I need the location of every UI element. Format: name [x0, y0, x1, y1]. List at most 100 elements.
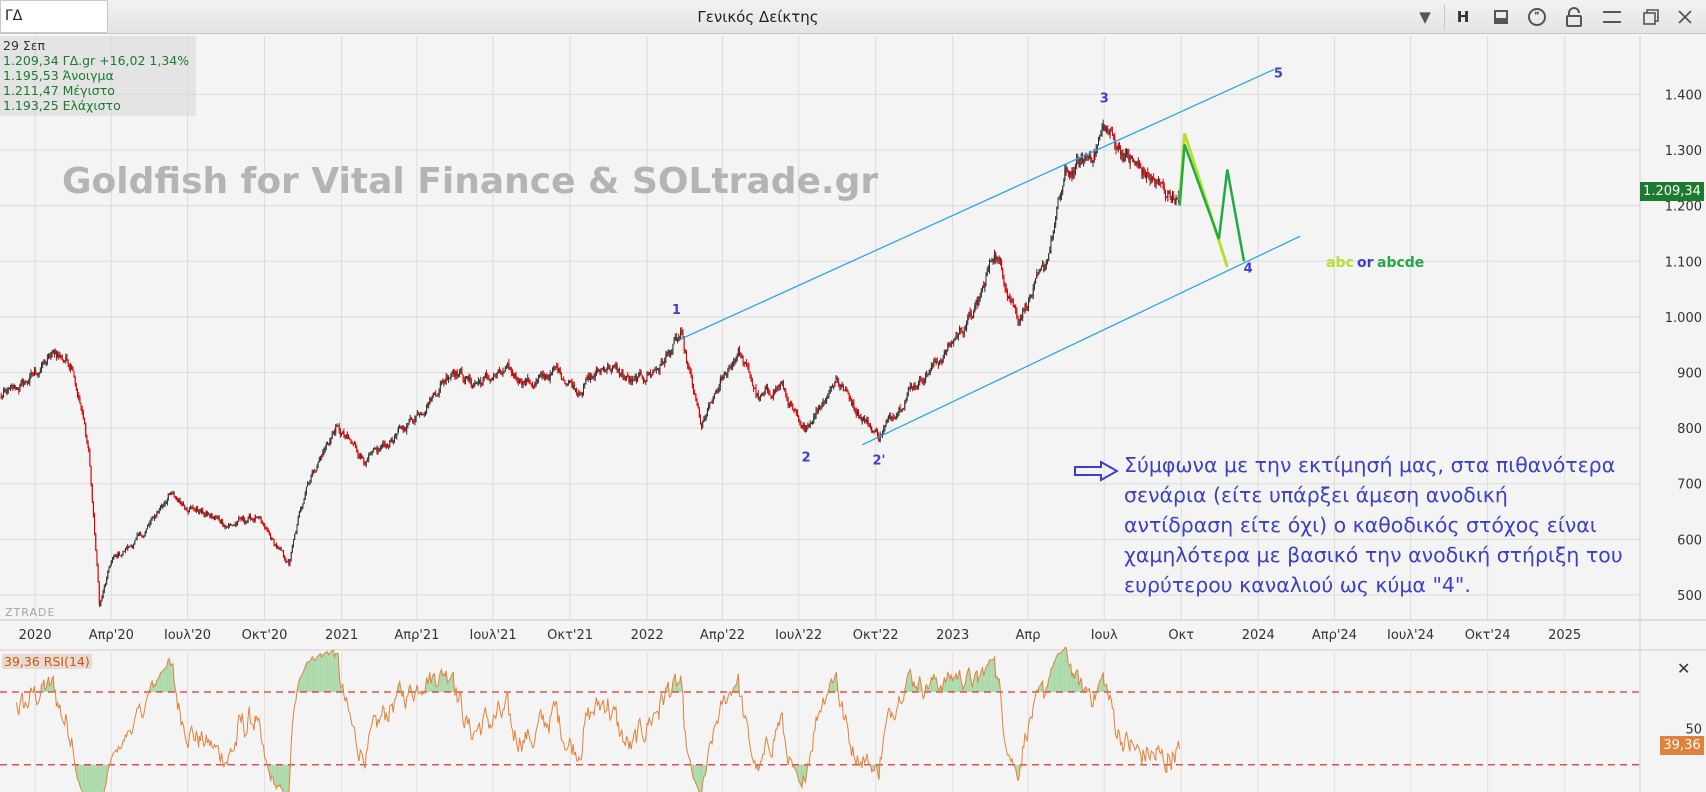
- candle-body: [733, 361, 735, 365]
- candle-body: [823, 400, 825, 403]
- candle-body: [1065, 167, 1067, 171]
- candle-body: [578, 393, 580, 395]
- rsi-close-icon[interactable]: ✕: [1677, 659, 1691, 678]
- price-chart[interactable]: 12 2'345 5006007008009001.0001.1001.2001.…: [0, 34, 1706, 792]
- candle-body: [365, 461, 367, 466]
- candle-body: [341, 433, 343, 435]
- candle-body: [992, 259, 994, 261]
- candle-body: [799, 420, 801, 422]
- candle-body: [680, 330, 682, 337]
- candle-body: [122, 551, 124, 555]
- candle-body: [622, 372, 624, 378]
- candle-body: [470, 381, 472, 387]
- candle-body: [1172, 195, 1174, 203]
- candle-body: [611, 366, 613, 370]
- x-tick-label: Ιουλ: [1091, 628, 1118, 643]
- candle-body: [58, 355, 60, 357]
- candle-body: [864, 418, 866, 423]
- candle-body: [92, 501, 94, 515]
- candle-body: [1025, 303, 1027, 308]
- candle-body: [684, 349, 686, 352]
- candle-body: [342, 431, 344, 434]
- candle-body: [289, 559, 291, 565]
- chevron-down-icon: ▼: [1419, 8, 1431, 26]
- candle-body: [480, 380, 482, 385]
- x-tick-label: 2022: [631, 628, 664, 643]
- y-tick-label: 1.300: [1665, 144, 1702, 159]
- candle-body: [984, 282, 986, 289]
- candle-body: [1107, 128, 1109, 132]
- candle-body: [788, 402, 790, 406]
- candle-body: [416, 412, 418, 416]
- candle-body: [87, 440, 89, 448]
- candle-body: [69, 366, 71, 370]
- candle-body: [323, 450, 325, 452]
- candle-body: [977, 300, 979, 305]
- candle-body: [869, 426, 871, 428]
- candle-body: [431, 396, 433, 401]
- candle-body: [703, 418, 705, 421]
- candle-body: [909, 385, 911, 388]
- candle-body: [216, 517, 218, 519]
- candle-body: [912, 387, 914, 390]
- panel-button[interactable]: [1486, 4, 1516, 30]
- candle-body: [110, 561, 112, 566]
- x-tick-label: 2020: [19, 628, 52, 643]
- candle-body: [1110, 130, 1112, 132]
- candle-body: [1136, 162, 1138, 164]
- y-tick-label: 1.000: [1665, 311, 1702, 326]
- candle-body: [385, 444, 387, 448]
- candle-body: [510, 368, 512, 373]
- candle-body: [803, 424, 805, 429]
- candle-body: [42, 364, 44, 366]
- candle-body: [689, 368, 691, 372]
- candle-body: [259, 516, 261, 519]
- candle-body: [635, 375, 637, 382]
- candle-body: [30, 372, 32, 377]
- candle-body: [583, 385, 585, 393]
- candle-body: [77, 388, 79, 396]
- candle-body: [312, 471, 314, 473]
- commentary-line: αντίδραση είτε όχι) ο καθοδικός στόχος ε…: [1124, 513, 1597, 537]
- candle-body: [609, 367, 611, 371]
- candle-body: [497, 369, 499, 374]
- restore-button[interactable]: [1636, 4, 1666, 30]
- candle-body: [711, 401, 713, 404]
- candle-body: [166, 499, 168, 503]
- candle-body: [833, 386, 835, 388]
- candle-body: [1134, 161, 1136, 165]
- symbol-input[interactable]: ΓΔ: [0, 0, 108, 33]
- candle-body: [1046, 260, 1048, 262]
- last-price-tag: 1.209,34: [1640, 182, 1704, 201]
- candle-body: [94, 514, 96, 535]
- candle-body: [865, 421, 867, 423]
- comment-button[interactable]: ❞: [1522, 4, 1552, 30]
- candle-body: [61, 358, 63, 360]
- candle-body: [517, 380, 519, 384]
- candle-body: [1142, 169, 1144, 175]
- candle-body: [114, 556, 116, 558]
- candle-body: [914, 385, 916, 388]
- candle-body: [1153, 178, 1155, 180]
- lock-button[interactable]: [1559, 4, 1589, 30]
- channel-upper-line: [680, 68, 1275, 340]
- candle-body: [739, 348, 741, 356]
- candle-body: [748, 366, 750, 373]
- rsi-y-tick-label: 50: [1685, 722, 1702, 737]
- candle-body: [235, 523, 237, 525]
- candle-body: [231, 524, 233, 526]
- candle-body: [140, 532, 142, 535]
- candle-body: [802, 424, 804, 428]
- candle-body: [81, 409, 83, 413]
- chevron-down-button[interactable]: ▼: [1410, 4, 1440, 30]
- h-button[interactable]: H: [1456, 8, 1470, 26]
- close-button[interactable]: [1670, 4, 1700, 30]
- candle-body: [338, 425, 340, 431]
- candle-body: [390, 440, 392, 442]
- menu-button[interactable]: [1597, 4, 1627, 30]
- candle-body: [800, 421, 802, 426]
- candle-body: [467, 376, 469, 380]
- candle-body: [521, 381, 523, 386]
- candle-body: [935, 361, 937, 363]
- candle-body: [251, 518, 253, 520]
